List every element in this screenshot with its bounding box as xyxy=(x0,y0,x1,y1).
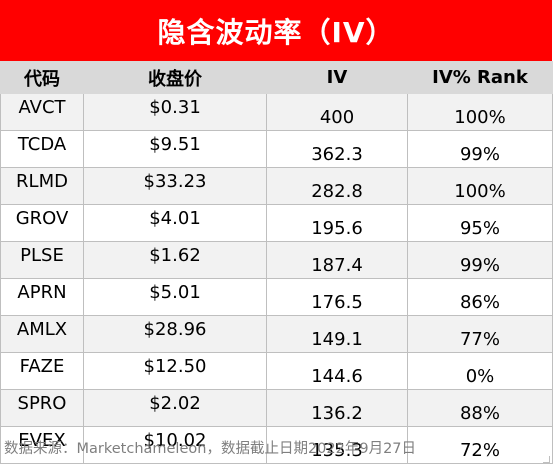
iv-cell: 195.6 xyxy=(266,204,408,242)
ticker-cell: APRN xyxy=(0,278,84,316)
iv-cell: 400 xyxy=(266,93,408,131)
price-cell: $28.96 xyxy=(83,315,267,353)
iv-cell: 187.4 xyxy=(266,241,408,279)
ticker-cell: GROV xyxy=(0,204,84,242)
rank-cell: 72% xyxy=(407,426,553,464)
rank-cell: 0% xyxy=(407,352,553,390)
header-row: 代码 收盘价 IV IV% Rank xyxy=(0,61,553,94)
ticker-cell: AVCT xyxy=(0,93,84,131)
table-row: GROV $4.01 195.6 95% xyxy=(0,204,553,242)
iv-cell: 362.3 xyxy=(266,130,408,168)
iv-cell: 136.2 xyxy=(266,389,408,427)
price-cell: $0.31 xyxy=(83,93,267,131)
rank-cell: 95% xyxy=(407,204,553,242)
header-ticker: 代码 xyxy=(0,61,84,94)
ticker-cell: SPRO xyxy=(0,389,84,427)
price-cell: $1.62 xyxy=(83,241,267,279)
source-note: 数据来源：Marketchameleon，数据截止日期2022年9月27日 xyxy=(4,441,417,457)
price-cell: $12.50 xyxy=(83,352,267,390)
ticker-cell: TCDA xyxy=(0,130,84,168)
rank-cell: 100% xyxy=(407,93,553,131)
rank-cell: 86% xyxy=(407,278,553,316)
table-row: SPRO $2.02 136.2 88% xyxy=(0,389,553,427)
rank-cell: 88% xyxy=(407,389,553,427)
ticker-cell: AMLX xyxy=(0,315,84,353)
rank-cell: 77% xyxy=(407,315,553,353)
header-iv-rank: IV% Rank xyxy=(407,61,553,94)
iv-cell: 144.6 xyxy=(266,352,408,390)
rank-cell: 100% xyxy=(407,167,553,205)
table-title: 隐含波动率（IV） xyxy=(0,0,552,61)
rank-cell: 99% xyxy=(407,241,553,279)
table-row: FAZE $12.50 144.6 0% xyxy=(0,352,553,390)
table-row: TCDA $9.51 362.3 99% xyxy=(0,130,553,168)
price-cell: $10.02 xyxy=(83,426,267,464)
table-row: PLSE $1.62 187.4 99% xyxy=(0,241,553,279)
header-iv: IV xyxy=(266,61,408,94)
iv-cell: 149.1 xyxy=(266,315,408,353)
ticker-cell: PLSE xyxy=(0,241,84,279)
iv-table: 代码 收盘价 IV IV% Rank AVCT $0.31 400 100% TCDA $… xyxy=(0,61,553,464)
price-cell: $33.23 xyxy=(83,167,267,205)
ticker-cell: FAZE xyxy=(0,352,84,390)
header-close-price: 收盘价 xyxy=(83,61,267,94)
price-cell: $9.51 xyxy=(83,130,267,168)
ticker-cell: RLMD xyxy=(0,167,84,205)
table-row: AMLX $28.96 149.1 77% xyxy=(0,315,553,353)
table-row: AVCT $0.31 400 100% xyxy=(0,93,553,131)
price-cell: $5.01 xyxy=(83,278,267,316)
table-row: APRN $5.01 176.5 86% xyxy=(0,278,553,316)
resize-corner-icon xyxy=(543,456,550,463)
rank-cell: 99% xyxy=(407,130,553,168)
table-row: RLMD $33.23 282.8 100% xyxy=(0,167,553,205)
iv-cell: 282.8 xyxy=(266,167,408,205)
iv-cell: 176.5 xyxy=(266,278,408,316)
price-cell: $2.02 xyxy=(83,389,267,427)
ticker-cell: EVEX xyxy=(0,426,84,464)
price-cell: $4.01 xyxy=(83,204,267,242)
table-row: EVEX $10.02 135.3 72% xyxy=(0,426,553,464)
